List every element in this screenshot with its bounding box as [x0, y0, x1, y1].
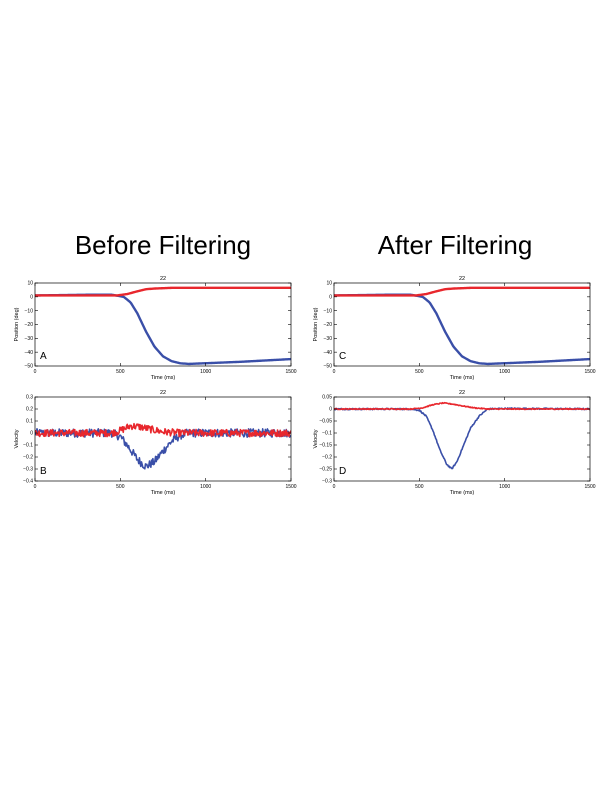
panel-D-series-red-line [334, 401, 590, 411]
panel-C-series-red-line [334, 286, 590, 297]
panel-C-xtick-label: 500 [415, 369, 424, 375]
panel-B-ylabel: Velocity [14, 429, 20, 448]
panel-C-ytick-label: −40 [324, 350, 333, 356]
panel-A-series-red-line [35, 286, 291, 297]
panel-B-ytick-label: −0.1 [23, 443, 33, 449]
panel-B-xtick-label: 1000 [200, 484, 211, 490]
panel-B-ytick-label: −0.4 [23, 479, 33, 485]
panel-A-series-blue-line [35, 293, 291, 366]
panel-A-ylabel: Position (deg) [14, 307, 20, 341]
heading-before-filtering: Before Filtering [74, 230, 252, 260]
panel-D-ytick-label: −0.25 [319, 467, 332, 473]
panel-A-ytick-label: −40 [25, 350, 34, 356]
panel-B-ytick-label: 0.3 [26, 395, 33, 401]
panel-B-panel-letter: B [40, 466, 47, 477]
panel-B-ytick-label: 0 [30, 431, 33, 437]
panel-D-xtick-label: 0 [333, 484, 336, 490]
panel-A-xtick-label: 1500 [285, 369, 296, 375]
panel-D-ytick-label: −0.3 [322, 479, 332, 485]
panel-D-xlabel: Time (ms) [450, 490, 475, 496]
panel-D-ytick-label: −0.15 [319, 443, 332, 449]
panel-C-series-blue-line [334, 293, 590, 366]
panel-C-ytick-label: 10 [326, 281, 332, 287]
panel-A-ytick-label: −10 [25, 308, 34, 314]
panel-D-ytick-label: −0.1 [322, 431, 332, 437]
panel-D-ylabel: Velocity [313, 429, 319, 448]
panel-A-xtick-label: 0 [34, 369, 37, 375]
panel-B-ytick-label: −0.2 [23, 455, 33, 461]
panel-A-panel-letter: A [40, 351, 47, 362]
panel-D-xtick-label: 500 [415, 484, 424, 490]
panel-B-title: 22 [160, 390, 166, 396]
panel-D-xtick-label: 1000 [499, 484, 510, 490]
panel-C-xlabel: Time (ms) [450, 375, 475, 381]
panel-B-series-red-line [35, 422, 291, 438]
panel-D-ytick-label: 0 [329, 407, 332, 413]
panel-C-panel-letter: C [339, 351, 346, 362]
panel-D-series-blue-line [334, 407, 590, 470]
panel-C-title: 22 [459, 276, 465, 282]
panel-C-ytick-label: −10 [324, 308, 333, 314]
panel-B-xtick-label: 500 [116, 484, 125, 490]
heading-after-filtering: After Filtering [377, 230, 533, 260]
panel-A-ytick-label: 10 [27, 281, 33, 287]
panel-A-ytick-label: 0 [30, 295, 33, 301]
panel-D: 0 500 1000 1500 0.05 0 −0.05 −0.1 −0.15 −0.2 −0.25… [313, 390, 596, 496]
panel-D-xtick-label: 1500 [584, 484, 595, 490]
panel-C-ytick-label: −20 [324, 322, 333, 328]
panel-D-ytick-label: −0.2 [322, 455, 332, 461]
panel-A-xlabel: Time (ms) [151, 375, 176, 381]
panel-A-xtick-label: 500 [116, 369, 125, 375]
panel-B-xlabel: Time (ms) [151, 490, 176, 496]
panel-B-ytick-label: 0.2 [26, 407, 33, 413]
panel-C-xtick-label: 0 [333, 369, 336, 375]
panel-D-axes-box [333, 396, 591, 482]
panel-A: 0 500 1000 1500 10 0 −10 −20 −30 −40 −50 22 Time (ms… [14, 276, 297, 381]
panel-D-title: 22 [459, 390, 465, 396]
panel-C-ytick-label: −50 [324, 364, 333, 370]
panel-C-ylabel: Position (deg) [313, 307, 319, 341]
panel-D-ytick-label: −0.05 [319, 419, 332, 425]
panel-B-ytick-label: −0.3 [23, 467, 33, 473]
panel-A-xtick-label: 1000 [200, 369, 211, 375]
panel-B: 0 500 1000 1500 0.3 0.2 0.1 0 −0.1 −0.2 −0.3 −0.4 22… [14, 390, 297, 496]
panel-D-ytick-label: 0.05 [322, 395, 332, 401]
panel-C: 0 500 1000 1500 10 0 −10 −20 −30 −40 −50 22 Time (ms… [313, 276, 596, 381]
panel-B-ytick-label: 0.1 [26, 419, 33, 425]
panel-C-xtick-label: 1500 [584, 369, 595, 375]
panel-A-ytick-label: −50 [25, 364, 34, 370]
panel-B-axes-box [34, 396, 292, 482]
panel-C-ytick-label: 0 [329, 295, 332, 301]
panel-A-ytick-label: −20 [25, 322, 34, 328]
panel-C-xtick-label: 1000 [499, 369, 510, 375]
panel-A-ytick-label: −30 [25, 336, 34, 342]
panel-A-title: 22 [160, 276, 166, 282]
panel-B-xtick-label: 1500 [285, 484, 296, 490]
panel-D-panel-letter: D [339, 466, 346, 477]
panel-B-xtick-label: 0 [34, 484, 37, 490]
panel-C-ytick-label: −30 [324, 336, 333, 342]
